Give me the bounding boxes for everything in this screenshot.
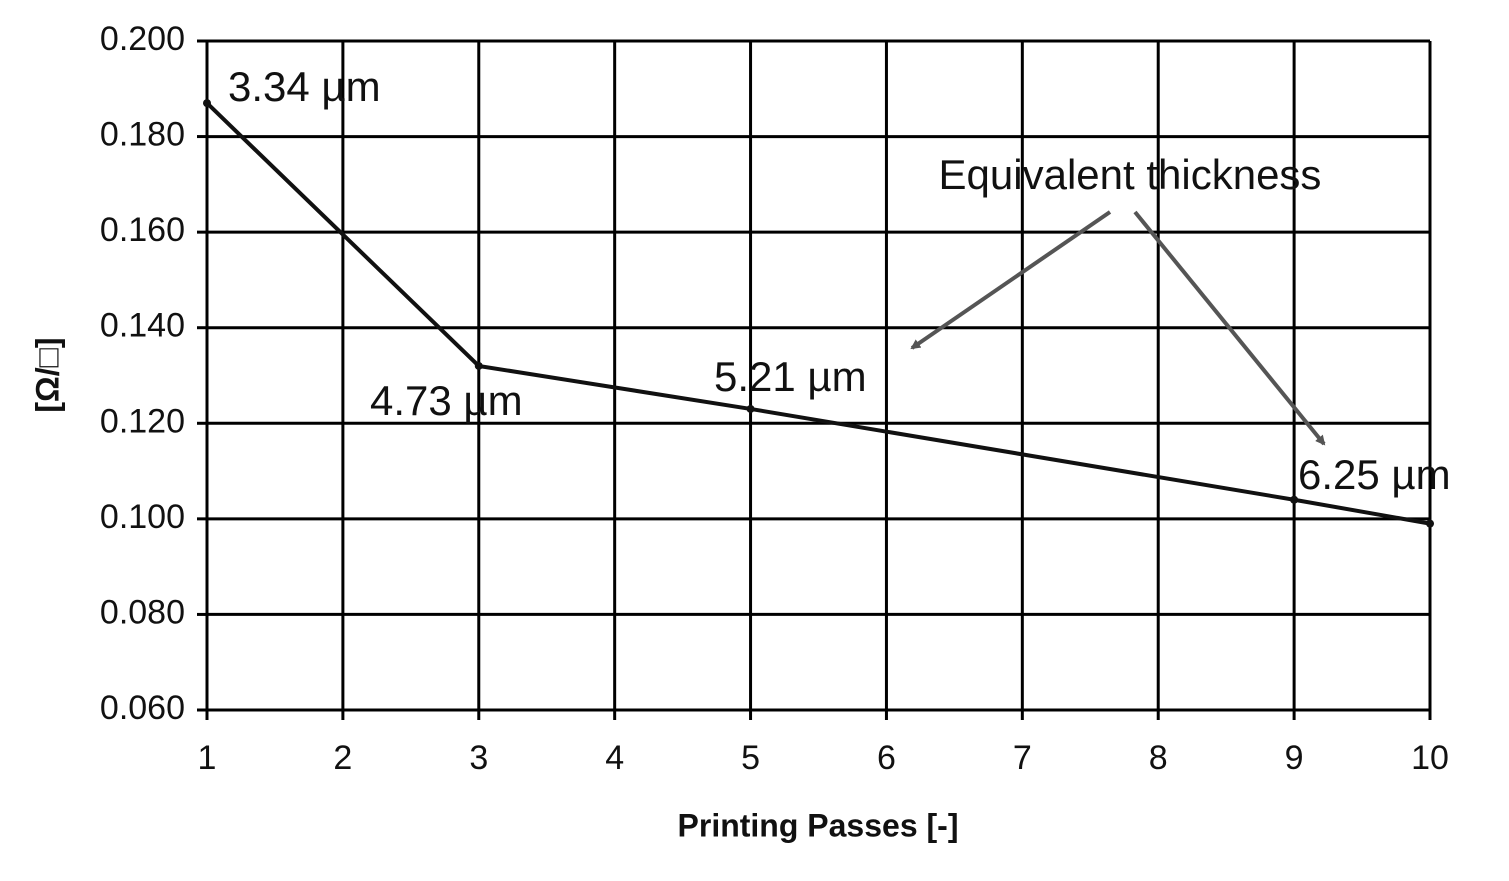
annotation-arrow	[1133, 210, 1326, 446]
annotation: 5.21 µm	[714, 353, 867, 400]
y-tick-label: 0.180	[100, 116, 185, 154]
x-tick-label: 2	[333, 739, 352, 777]
x-axis-title: Printing Passes [-]	[678, 807, 959, 843]
data-point	[746, 404, 755, 413]
y-tick-label: 0.200	[100, 20, 185, 58]
y-tick-label: 0.120	[100, 402, 185, 440]
data-point	[1426, 519, 1434, 528]
annotation-arrow	[910, 210, 1112, 350]
x-tick-label: 10	[1411, 739, 1449, 777]
data-point	[1290, 495, 1299, 504]
annotation: Equivalent thickness	[939, 151, 1322, 198]
y-tick-label: 0.100	[100, 498, 185, 536]
x-tick-label: 8	[1149, 739, 1168, 777]
x-tick-label: 5	[741, 739, 760, 777]
y-tick-label: 0.080	[100, 593, 185, 631]
x-tick-label: 9	[1285, 739, 1304, 777]
data-point	[474, 361, 483, 370]
y-axis-title: [Ω/□]	[29, 337, 65, 412]
y-tick-label: 0.160	[100, 211, 185, 249]
x-tick-label: 6	[877, 739, 896, 777]
annotation: 6.25 µm	[1298, 451, 1451, 498]
x-tick-label: 4	[605, 739, 624, 777]
y-tick-label: 0.140	[100, 307, 185, 345]
x-tick-label: 1	[198, 739, 217, 777]
y-tick-label: 0.060	[100, 689, 185, 727]
annotation: 4.73 µm	[370, 377, 523, 424]
x-tick-label: 7	[1013, 739, 1032, 777]
annotation: 3.34 µm	[228, 63, 381, 110]
x-tick-label: 3	[469, 739, 488, 777]
data-point	[203, 99, 211, 108]
